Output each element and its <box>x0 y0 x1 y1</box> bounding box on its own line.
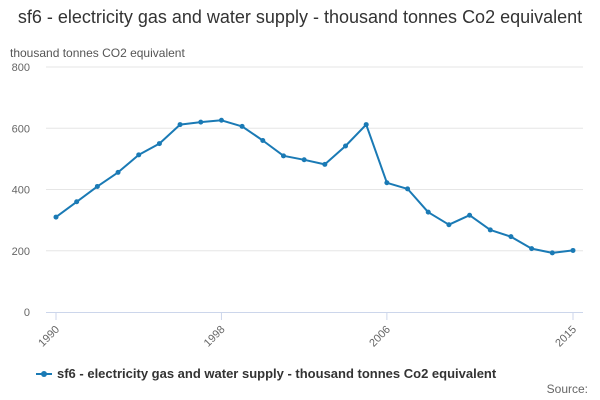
series-group <box>53 117 576 256</box>
y-tick-label: 400 <box>12 185 30 197</box>
x-tick-label: 1998 <box>202 324 228 350</box>
data-point[interactable] <box>487 227 493 233</box>
data-point[interactable] <box>425 209 431 215</box>
gridlines <box>46 66 583 252</box>
data-point[interactable] <box>156 141 162 147</box>
data-point[interactable] <box>177 122 183 128</box>
y-tick-label: 200 <box>12 246 30 258</box>
data-point[interactable] <box>239 123 245 129</box>
data-point[interactable] <box>363 122 369 128</box>
data-point[interactable] <box>405 186 411 192</box>
data-point[interactable] <box>198 119 204 125</box>
data-point[interactable] <box>94 183 100 189</box>
legend[interactable]: sf6 - electricity gas and water supply -… <box>36 366 496 381</box>
legend-swatch <box>36 368 52 380</box>
chart-title: sf6 - electricity gas and water supply -… <box>17 7 583 27</box>
legend-label: sf6 - electricity gas and water supply -… <box>57 366 497 381</box>
x-tick-label: 1990 <box>36 324 62 350</box>
y-tick-label: 0 <box>24 307 30 319</box>
data-point[interactable] <box>384 180 390 186</box>
axes: 0 200 400 600 800 1990 1998 2006 2015 <box>12 62 583 349</box>
data-point[interactable] <box>218 117 224 123</box>
data-point[interactable] <box>136 152 142 158</box>
data-point[interactable] <box>260 138 266 143</box>
source-credit: Source: <box>546 382 588 396</box>
series-line <box>55 119 574 254</box>
data-point[interactable] <box>549 250 555 256</box>
data-point[interactable] <box>301 157 307 163</box>
x-tick-label: 2006 <box>367 324 393 350</box>
data-point[interactable] <box>322 161 328 167</box>
data-point[interactable] <box>280 153 286 159</box>
data-point[interactable] <box>343 143 349 149</box>
data-point[interactable] <box>53 214 59 220</box>
data-point[interactable] <box>74 199 80 205</box>
y-axis-label: thousand tonnes CO2 equivalent <box>10 46 185 60</box>
data-point[interactable] <box>115 169 121 175</box>
data-point[interactable] <box>508 234 514 240</box>
data-point[interactable] <box>529 246 535 252</box>
data-point[interactable] <box>570 247 576 253</box>
x-tick-label: 2015 <box>553 324 579 350</box>
data-point[interactable] <box>446 222 452 228</box>
y-tick-label: 800 <box>12 62 30 74</box>
data-point[interactable] <box>467 212 473 218</box>
y-tick-label: 600 <box>12 123 30 135</box>
